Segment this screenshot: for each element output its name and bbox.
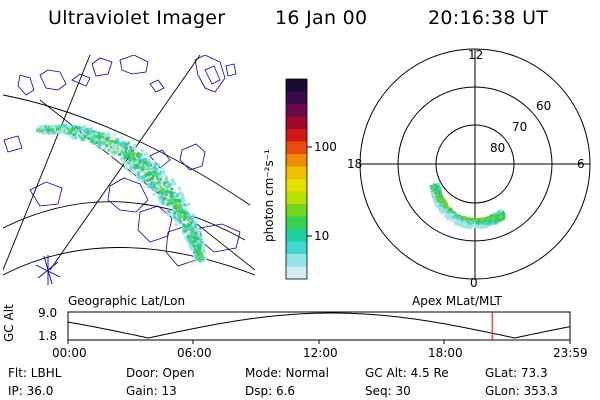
altitude-timeline [67, 311, 571, 344]
timeline-tick-3: 18:00 [428, 346, 463, 360]
colorbar-cell [286, 266, 307, 280]
info-door: Door: Open [126, 366, 195, 380]
colorbar-cell [286, 216, 307, 230]
mlt-label-0: 0 [470, 276, 478, 290]
timeline-tick-1: 06:00 [177, 346, 212, 360]
info-gain: Gain: 13 [126, 384, 177, 398]
mlt-label-6: 6 [577, 157, 585, 171]
aurora-oval-geographic [36, 123, 207, 263]
timeline-tick-0: 00:00 [52, 346, 87, 360]
colorbar-cell [286, 191, 307, 205]
colorbar-cell [286, 116, 307, 130]
colorbar-cell [286, 179, 307, 192]
time: 20:16:38 UT [428, 7, 549, 29]
colorbar-cell [286, 104, 307, 117]
colorbar [285, 78, 312, 280]
mlat-label-60: 60 [536, 99, 552, 113]
mlt-label-18: 18 [347, 157, 363, 171]
colorbar-cell [286, 129, 307, 142]
geographic-map [3, 55, 255, 285]
info-mode: Mode: Normal [245, 366, 329, 380]
colorbar-cell [286, 254, 307, 267]
colorbar-cell [286, 154, 307, 167]
info-gcalt: GC Alt: 4.5 Re [365, 366, 449, 380]
colorbar-cell [286, 204, 307, 217]
mlat-label-70: 70 [512, 120, 528, 134]
aurora-oval-polar [429, 182, 506, 230]
colorbar-cell [286, 79, 307, 92]
info-glon: GLon: 353.3 [485, 384, 558, 398]
date: 16 Jan 00 [275, 7, 368, 29]
colorbar-cell [286, 229, 307, 242]
info-seq: Seq: 30 [365, 384, 411, 398]
colorbar-cell [286, 166, 307, 180]
timeline-y-bottom: 1.8 [38, 329, 58, 343]
info-flt: Flt: LBHL [8, 366, 62, 380]
colorbar-tick-100: 100 [314, 140, 337, 154]
timeline-y-top: 9.0 [38, 306, 58, 320]
info-dsp: Dsp: 6.6 [245, 384, 296, 398]
colorbar-cell [286, 91, 307, 105]
mlt-label-12: 12 [468, 48, 484, 62]
timeline-tick-2: 12:00 [303, 346, 338, 360]
mlat-label-80: 80 [490, 141, 506, 155]
colorbar-cell [286, 141, 307, 155]
polar-plot [359, 48, 591, 280]
timeline-tick-4: 23:59 [553, 346, 588, 360]
right-panel-label: Apex MLat/MLT [412, 294, 502, 308]
timeline-axis-title: GC Alt [2, 304, 16, 342]
info-glat: GLat: 73.3 [485, 366, 548, 380]
colorbar-cell [286, 241, 307, 255]
info-ip: IP: 36.0 [8, 384, 54, 398]
title: Ultraviolet Imager [48, 7, 226, 29]
left-panel-label: Geographic Lat/Lon [68, 294, 186, 308]
colorbar-label: photon cm⁻²s⁻¹ [262, 149, 276, 242]
colorbar-tick-10: 10 [314, 229, 330, 243]
